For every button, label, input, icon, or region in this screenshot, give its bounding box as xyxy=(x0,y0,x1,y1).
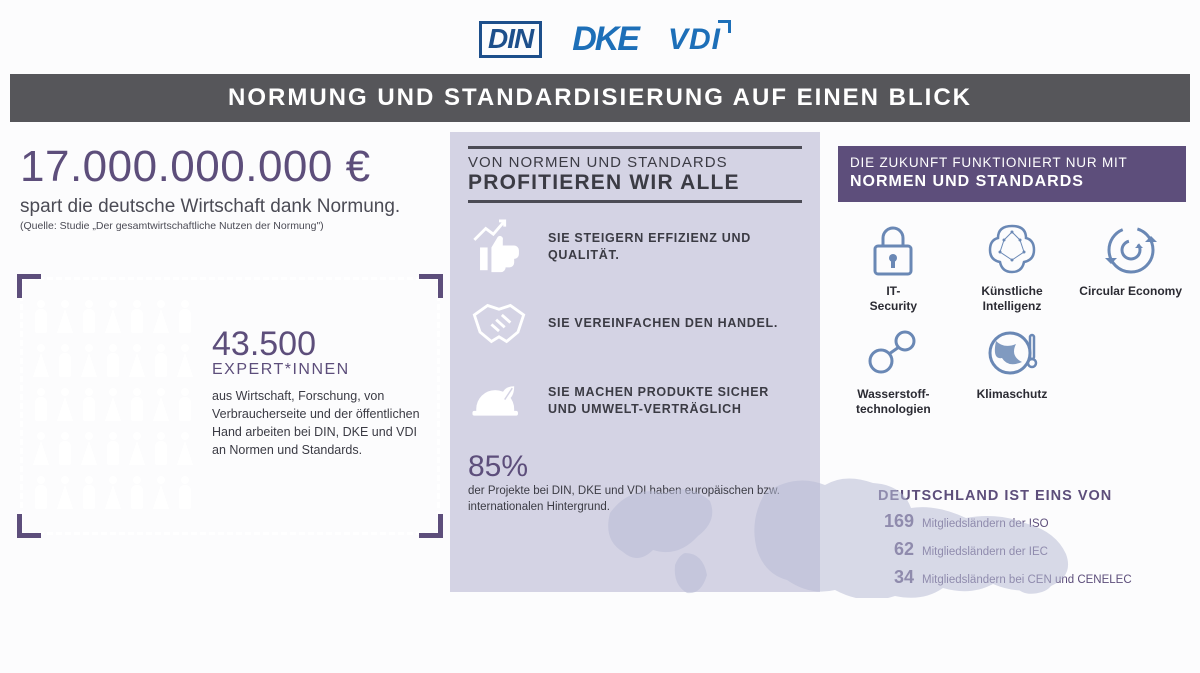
person-icon xyxy=(152,387,170,423)
logo-din: DIN xyxy=(479,21,542,58)
future-heading: DIE ZUKUNFT FUNKTIONIERT NUR MIT NORMEN … xyxy=(838,146,1186,202)
brain-icon xyxy=(982,220,1042,278)
savings-amount: 17.000.000.000 € xyxy=(20,142,440,192)
chart-thumb-icon xyxy=(468,219,530,274)
benefits-heading: PROFITIEREN WIR ALLE xyxy=(468,171,802,203)
future-label: Wasserstoff-technologien xyxy=(838,387,949,416)
person-icon xyxy=(104,475,122,511)
column-benefits: VON NORMEN UND STANDARDS PROFITIEREN WIR… xyxy=(450,132,820,592)
person-icon xyxy=(56,343,74,379)
person-icon xyxy=(176,475,194,511)
benefit-item: SIE STEIGERN EFFIZIENZ UND QUALITÄT. xyxy=(468,219,802,274)
person-icon xyxy=(104,387,122,423)
benefit-item: SIE MACHEN PRODUKTE SICHER UND UMWELT-VE… xyxy=(468,373,802,428)
person-icon xyxy=(176,387,194,423)
person-icon xyxy=(56,475,74,511)
future-label: IT-Security xyxy=(838,284,949,313)
future-label: Circular Economy xyxy=(1075,284,1186,298)
person-icon xyxy=(176,299,194,335)
person-icon xyxy=(56,431,74,467)
experts-label: EXPERT*INNEN xyxy=(212,361,428,379)
future-item: IT-Security xyxy=(838,220,949,313)
cycle-icon xyxy=(1101,220,1161,278)
future-heading-main: NORMEN UND STANDARDS xyxy=(850,173,1084,190)
world-map-silhouette xyxy=(600,458,1100,598)
people-icon-grid xyxy=(32,299,194,513)
logo-vdi: VDI xyxy=(668,23,721,57)
person-icon xyxy=(152,431,170,467)
person-icon xyxy=(32,475,50,511)
savings-subtitle: spart die deutsche Wirtschaft dank Normu… xyxy=(20,196,440,218)
person-icon xyxy=(32,343,50,379)
person-icon xyxy=(80,475,98,511)
person-icon xyxy=(32,431,50,467)
person-icon xyxy=(128,431,146,467)
future-item: Klimaschutz xyxy=(957,323,1068,416)
future-item: Künstliche Intelligenz xyxy=(957,220,1068,313)
helmet-leaf-icon xyxy=(468,373,530,428)
globe-icon xyxy=(982,323,1042,381)
lock-icon xyxy=(863,220,923,278)
person-icon xyxy=(80,299,98,335)
person-icon xyxy=(80,387,98,423)
person-icon xyxy=(128,299,146,335)
handshake-icon xyxy=(468,296,530,351)
experts-box: 43.500 EXPERT*INNEN aus Wirtschaft, Fors… xyxy=(20,277,440,535)
savings-source: (Quelle: Studie „Der gesamtwirtschaftlic… xyxy=(20,220,440,232)
person-icon xyxy=(104,431,122,467)
person-icon xyxy=(152,343,170,379)
person-icon xyxy=(104,343,122,379)
person-icon xyxy=(104,299,122,335)
person-icon xyxy=(152,299,170,335)
future-label: Künstliche Intelligenz xyxy=(957,284,1068,313)
person-icon xyxy=(128,343,146,379)
person-icon xyxy=(176,343,194,379)
person-icon xyxy=(56,299,74,335)
experts-description: aus Wirtschaft, Forschung, von Verbrauch… xyxy=(212,387,428,460)
person-icon xyxy=(152,475,170,511)
future-item: Circular Economy xyxy=(1075,220,1186,313)
benefits-heading-top: VON NORMEN UND STANDARDS xyxy=(468,146,802,171)
logo-row: DIN DKE VDI xyxy=(0,0,1200,74)
future-item: Wasserstoff-technologien xyxy=(838,323,949,416)
logo-dke: DKE xyxy=(572,20,638,59)
benefit-text: SIE MACHEN PRODUKTE SICHER UND UMWELT-VE… xyxy=(548,384,802,417)
column-savings-experts: 17.000.000.000 € spart die deutsche Wirt… xyxy=(10,132,450,592)
person-icon xyxy=(32,299,50,335)
benefit-text: SIE STEIGERN EFFIZIENZ UND QUALITÄT. xyxy=(548,230,802,263)
molecule-icon xyxy=(863,323,923,381)
benefit-text: SIE VEREINFACHEN DEN HANDEL. xyxy=(548,315,778,331)
person-icon xyxy=(32,387,50,423)
benefit-item: SIE VEREINFACHEN DEN HANDEL. xyxy=(468,296,802,351)
person-icon xyxy=(80,343,98,379)
future-heading-top: DIE ZUKUNFT FUNKTIONIERT NUR MIT xyxy=(850,155,1128,170)
person-icon xyxy=(80,431,98,467)
future-label: Klimaschutz xyxy=(957,387,1068,401)
person-icon xyxy=(128,387,146,423)
person-icon xyxy=(56,387,74,423)
person-icon xyxy=(176,431,194,467)
experts-number: 43.500 xyxy=(212,327,428,361)
page-title: NORMUNG UND STANDARDISIERUNG AUF EINEN B… xyxy=(10,74,1190,122)
person-icon xyxy=(128,475,146,511)
